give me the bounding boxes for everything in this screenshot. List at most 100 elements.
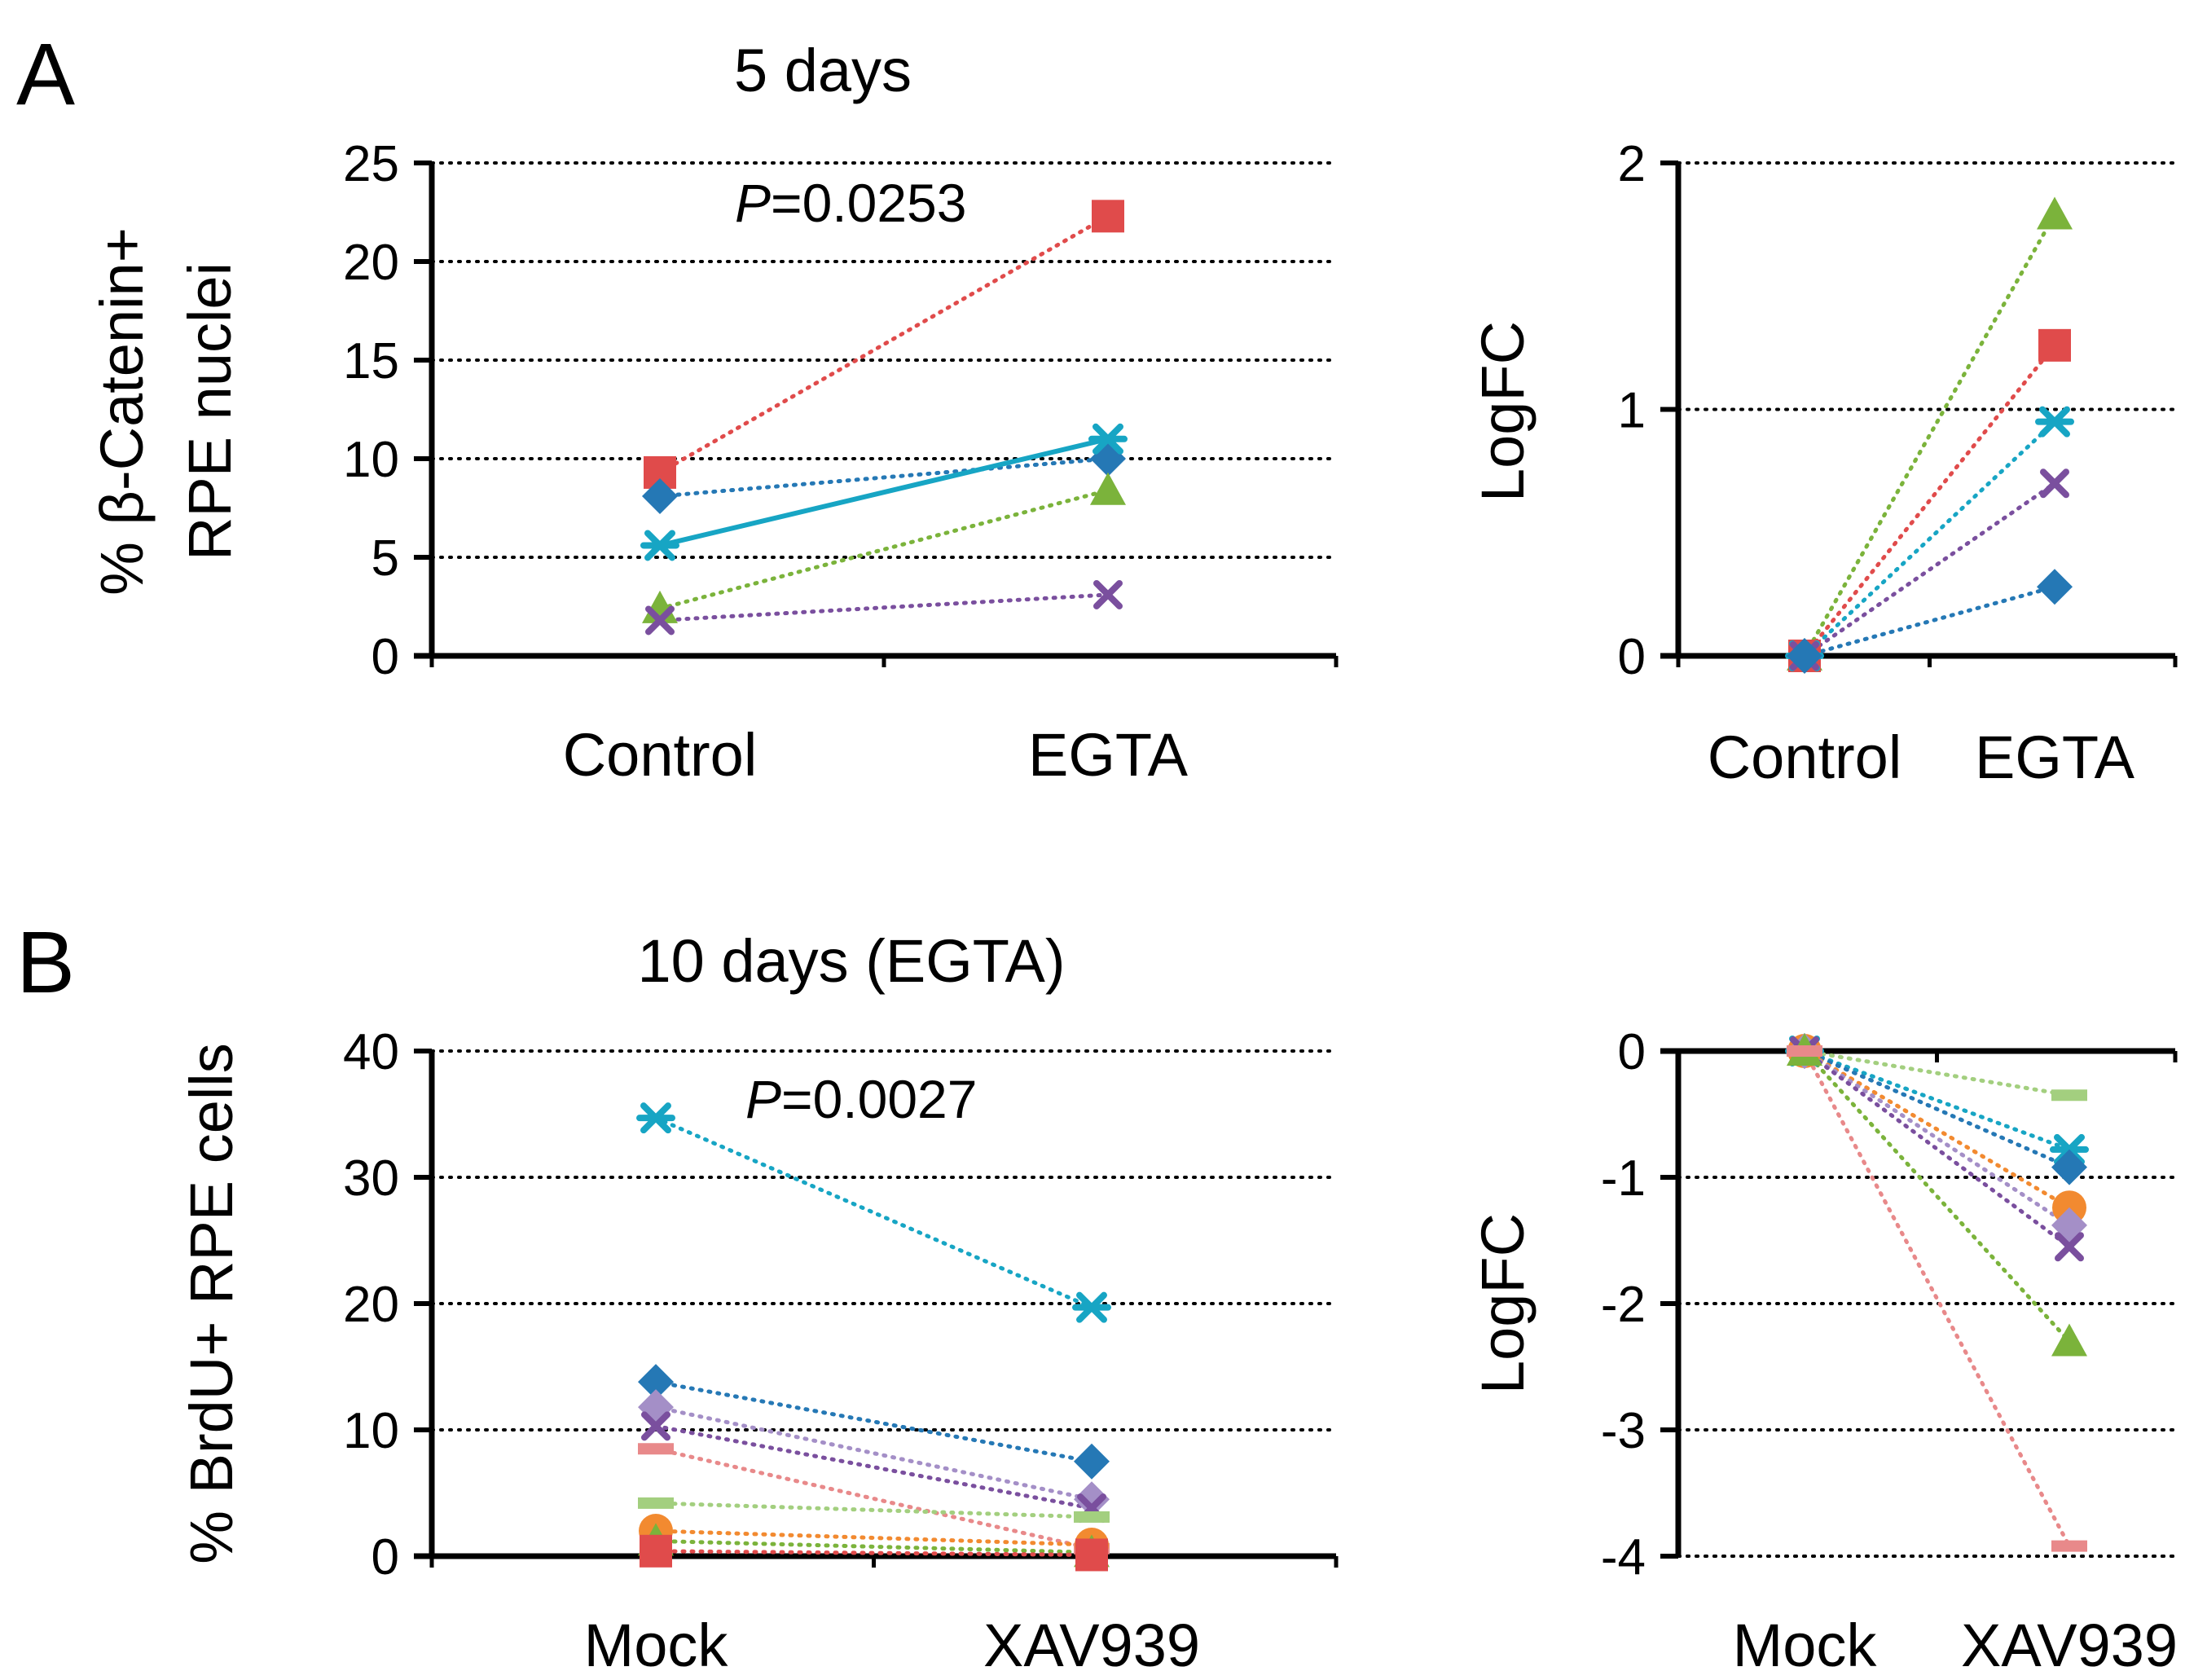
data-point-blue (1074, 1443, 1110, 1480)
y-tick-label: 15 (343, 333, 399, 389)
data-point-purple (2040, 468, 2069, 499)
data-point-blue (642, 477, 678, 514)
series-line-orange (1802, 1049, 2072, 1210)
data-point-cyan (636, 1102, 675, 1134)
data-point-blue (1787, 638, 1822, 674)
y-tick-label: -1 (1601, 1150, 1646, 1207)
data-point-purple (2055, 1232, 2084, 1262)
p-value-annotation: P=0.0253 (735, 173, 966, 233)
series-line-purple (1802, 481, 2057, 658)
y-tick-label: -2 (1601, 1277, 1646, 1333)
x-category-label: EGTA (1028, 721, 1189, 789)
chart-B-right: 0 -1 -2 -3 -4 Mock XAV939 LogFC (1469, 1024, 2178, 1679)
series-line-pink (1802, 1049, 2072, 1549)
series-line-red (657, 213, 1110, 475)
data-point-cyan (1072, 1291, 1111, 1323)
data-point-green (1090, 472, 1126, 505)
y-tick-label: 10 (343, 1403, 399, 1459)
x-category-label: EGTA (1975, 723, 2135, 791)
series-line-cyan (1802, 1049, 2072, 1152)
data-point-red (1092, 200, 1124, 233)
data-point-purple (645, 605, 675, 635)
x-category-label: Control (563, 721, 758, 789)
data-point-green (2051, 1323, 2087, 1357)
data-point-purple (641, 1411, 670, 1441)
chart-B-left: 0 10 20 30 40 Mock XAV939 % BrdU+ RPE cells 10 d… (16, 913, 1339, 1679)
y-tick-label: -3 (1601, 1403, 1646, 1459)
y-tick-label: 0 (1618, 1024, 1646, 1080)
y-tick-label: 1 (1618, 383, 1646, 439)
series-line-purple (653, 1423, 1094, 1511)
series-line-blue (657, 456, 1110, 499)
series-line-green (1802, 213, 2057, 658)
data-point-lightgreen (638, 1497, 674, 1509)
series-line-blue (1802, 584, 2057, 658)
data-point-lightgreen (1074, 1511, 1110, 1523)
data-point-red (640, 1534, 672, 1568)
data-point-cyan (640, 530, 679, 561)
p-value-symbol: P (735, 173, 771, 233)
chart-title: 10 days (EGTA) (637, 927, 1065, 995)
p-value-annotation: P=0.0027 (745, 1069, 977, 1129)
data-point-blue (2051, 1149, 2087, 1185)
series-line-purple (657, 592, 1110, 622)
p-value-number: =0.0253 (771, 173, 966, 233)
x-category-label: Mock (1733, 1612, 1878, 1679)
x-category-label: XAV939 (983, 1612, 1200, 1679)
series-line-lavender (653, 1405, 1094, 1502)
data-point-blue (638, 1364, 674, 1401)
series-line-cyan (659, 436, 1109, 548)
series-line-green (657, 488, 1110, 611)
data-point-pink (2051, 1540, 2087, 1552)
x-category-label: Control (1708, 723, 1902, 791)
chart-A-right: 0 1 2 Control EGTA LogFC (1469, 136, 2178, 791)
data-point-lavender (1074, 1481, 1110, 1518)
series-line-cyan (1802, 420, 2057, 658)
data-point-cyan (2035, 406, 2074, 438)
p-value-number: =0.0027 (781, 1069, 977, 1129)
y-tick-label: 25 (343, 136, 399, 192)
y-tick-label: 2 (1618, 136, 1646, 192)
panel-label: A (16, 24, 75, 123)
data-point-cyan (1088, 423, 1128, 455)
y-tick-label: 30 (343, 1150, 399, 1207)
series-line-blue (1802, 1049, 2072, 1170)
y-axis-label: % BrdU+ RPE cells (178, 1043, 245, 1563)
y-tick-label: 5 (371, 530, 399, 587)
y-tick-label: 0 (371, 1529, 399, 1585)
y-tick-label: 0 (1618, 629, 1646, 685)
p-value-symbol: P (745, 1069, 781, 1129)
data-point-lightgreen (2051, 1089, 2087, 1102)
y-axis-label: % β-Catenin+ (88, 227, 156, 596)
y-axis-label: LogFC (1469, 321, 1537, 502)
y-tick-label: 20 (343, 235, 399, 291)
chart-title: 5 days (734, 37, 912, 104)
data-point-purple (1093, 579, 1123, 609)
series-line-cyan (653, 1115, 1094, 1310)
x-category-label: XAV939 (1961, 1612, 2178, 1679)
y-axis-label: LogFC (1469, 1213, 1537, 1394)
chart-A-left: 0 5 10 15 20 25 Control EGTA % β-Catenin+ RPE nuc… (16, 24, 1339, 789)
x-category-label: Mock (584, 1612, 729, 1679)
series-line-lightgreen (1802, 1049, 2072, 1097)
series-line-orange (653, 1528, 1094, 1547)
series-line-blue (653, 1379, 1094, 1464)
y-tick-label: -4 (1601, 1529, 1646, 1585)
series-line-green (653, 1538, 1094, 1555)
series-line-lightgreen (653, 1501, 1094, 1519)
series-line-pink (653, 1446, 1094, 1551)
y-tick-label: 20 (343, 1277, 399, 1333)
data-point-green (2037, 196, 2073, 230)
data-point-pink (638, 1443, 674, 1455)
y-tick-label: 40 (343, 1024, 399, 1080)
y-tick-label: 10 (343, 432, 399, 488)
data-point-red (2038, 328, 2071, 362)
data-point-pink (1787, 1045, 1822, 1057)
series-line-red (653, 1549, 1094, 1557)
series-line-green (1802, 1049, 2072, 1344)
series-line-red (1802, 343, 2057, 658)
data-point-blue (2037, 569, 2073, 605)
data-point-red (1075, 1538, 1108, 1572)
y-tick-label: 0 (371, 629, 399, 685)
